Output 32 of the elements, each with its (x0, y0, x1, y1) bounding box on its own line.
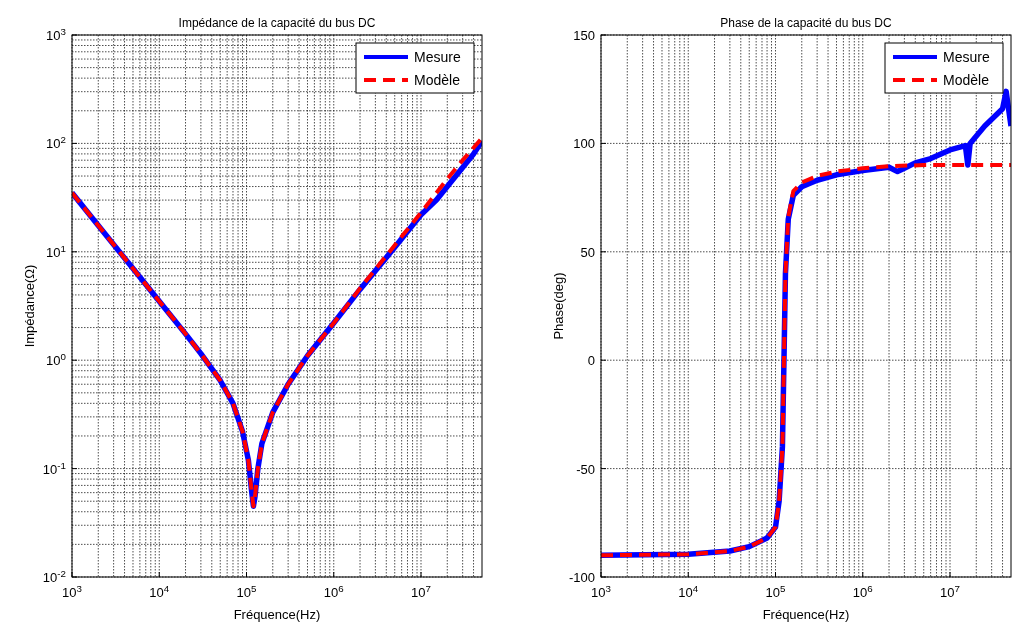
y-tick-label: -100 (568, 570, 595, 585)
x-tick-label: 10$^{3}$ (591, 582, 611, 600)
y-axis-title: Impédance(Ω) (22, 264, 37, 348)
legend-label: Mesure (943, 49, 990, 65)
x-tick-label: 10$^{5}$ (236, 582, 258, 600)
x-tick-label: 10$^{7}$ (940, 582, 960, 600)
x-tick-label: 10$^{4}$ (678, 582, 699, 600)
y-tick-label: 10$^{-2}$ (42, 567, 66, 585)
y-tick-label: 0 (587, 353, 595, 369)
x-axis-title: Fréquence(Hz) (762, 607, 850, 622)
legend-label: Modèle (414, 72, 461, 88)
y-tick-label: 10$^{-1}$ (42, 459, 66, 477)
x-tick-label: 10$^{4}$ (149, 582, 170, 600)
y-tick-label: 150 (573, 28, 595, 43)
y-axis-title: Phase(deg) (551, 272, 566, 340)
chart-title: Phase de la capacité du bus DC (720, 16, 893, 30)
x-tick-label: 10$^{5}$ (765, 582, 787, 600)
x-tick-label: 10$^{7}$ (411, 582, 431, 600)
y-tick-label: 10$^{2}$ (46, 133, 66, 152)
chart-title: Impédance de la capacité du bus DC (178, 16, 376, 30)
legend-label: Modèle (943, 72, 990, 88)
y-tick-label: 100 (573, 136, 595, 152)
y-tick-label: 10$^{3}$ (46, 25, 66, 43)
y-tick-label: 50 (580, 244, 595, 260)
y-tick-label: 10$^{0}$ (46, 350, 67, 369)
x-axis-title: Fréquence(Hz) (233, 607, 321, 622)
x-tick-label: 10$^{3}$ (62, 582, 82, 600)
x-tick-label: 10$^{6}$ (852, 582, 873, 600)
y-tick-label: 10$^{1}$ (46, 242, 66, 260)
legend-label: Mesure (414, 49, 461, 65)
x-tick-label: 10$^{6}$ (323, 582, 344, 600)
y-tick-label: -50 (576, 461, 595, 477)
